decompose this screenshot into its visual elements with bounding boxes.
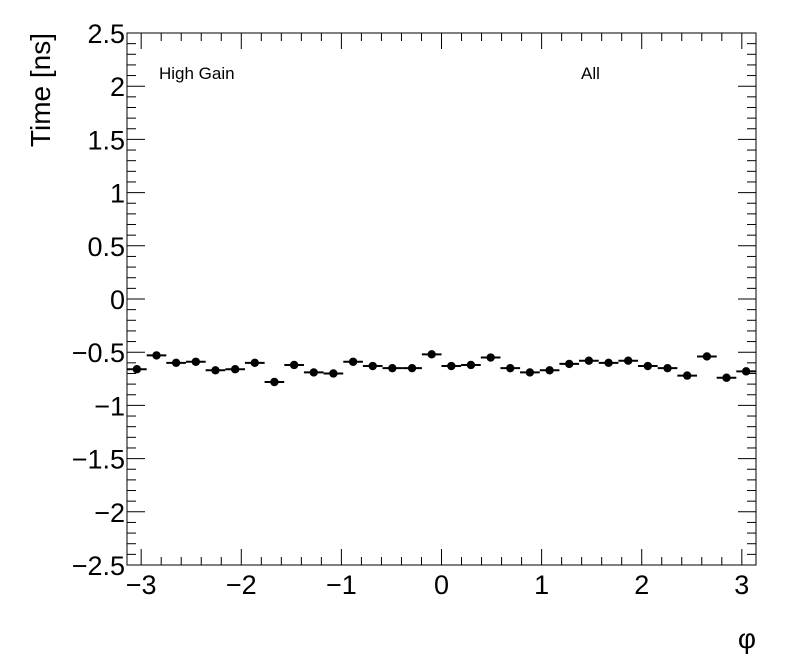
data-point bbox=[741, 367, 751, 376]
data-point bbox=[447, 361, 456, 371]
annotation-high-gain: High Gain bbox=[159, 64, 235, 83]
y-tick-label: 0 bbox=[110, 285, 125, 315]
y-tick-label: −0.5 bbox=[72, 338, 125, 368]
y-tick-label: 2.5 bbox=[87, 19, 125, 49]
y-tick-label: −1.5 bbox=[72, 445, 125, 475]
data-point bbox=[171, 358, 181, 368]
data-series bbox=[127, 350, 756, 387]
data-point bbox=[663, 363, 672, 373]
data-point bbox=[525, 368, 535, 377]
data-point bbox=[329, 369, 338, 378]
data-point bbox=[584, 356, 594, 365]
y-tick-label: −2.5 bbox=[72, 551, 125, 581]
data-point bbox=[624, 356, 633, 365]
x-tick-label: 1 bbox=[534, 570, 549, 600]
x-tick-label: −3 bbox=[126, 570, 157, 600]
y-tick-label: 2 bbox=[110, 72, 125, 102]
data-point bbox=[466, 360, 476, 370]
data-point bbox=[702, 352, 712, 361]
data-point bbox=[289, 360, 299, 370]
data-point bbox=[368, 361, 377, 371]
x-tick-label: 0 bbox=[434, 570, 449, 600]
data-point bbox=[565, 359, 574, 369]
data-point bbox=[427, 350, 436, 359]
y-axis-title: Time [ns] bbox=[25, 33, 56, 147]
data-point bbox=[230, 365, 240, 374]
x-tick-label: −1 bbox=[326, 570, 357, 600]
axis-ticks bbox=[127, 32, 756, 566]
data-point bbox=[152, 351, 161, 360]
data-point bbox=[211, 366, 220, 375]
data-point bbox=[270, 377, 279, 387]
data-point bbox=[486, 353, 495, 362]
y-tick-label: −2 bbox=[94, 498, 125, 528]
data-point bbox=[407, 363, 417, 373]
data-point bbox=[132, 365, 142, 374]
annotation-all: All bbox=[581, 64, 600, 83]
data-point bbox=[191, 357, 201, 366]
data-point bbox=[250, 358, 259, 368]
data-point bbox=[722, 373, 731, 382]
y-tick-label: 0.5 bbox=[87, 232, 125, 262]
data-point bbox=[545, 366, 554, 375]
data-point bbox=[506, 363, 515, 373]
data-point bbox=[682, 371, 692, 380]
y-tick-label: 1 bbox=[110, 179, 125, 209]
data-point bbox=[604, 358, 613, 368]
plot-frame bbox=[126, 32, 757, 566]
y-tick-label: −1 bbox=[94, 391, 125, 421]
x-tick-label: 2 bbox=[634, 570, 649, 600]
x-tick-label: −2 bbox=[226, 570, 257, 600]
data-point bbox=[643, 361, 653, 371]
y-tick-labels: −2.5 −2 −1.5 −1 −0.5 0 0.5 1 1.5 2 2.5 bbox=[72, 19, 125, 581]
data-point bbox=[309, 368, 318, 377]
x-tick-label: 3 bbox=[734, 570, 749, 600]
x-tick-labels: −3 −2 −1 0 1 2 3 bbox=[126, 570, 750, 600]
data-point bbox=[348, 357, 358, 366]
y-tick-label: 1.5 bbox=[87, 125, 125, 155]
data-point bbox=[388, 363, 397, 373]
x-axis-title: φ bbox=[738, 623, 756, 654]
